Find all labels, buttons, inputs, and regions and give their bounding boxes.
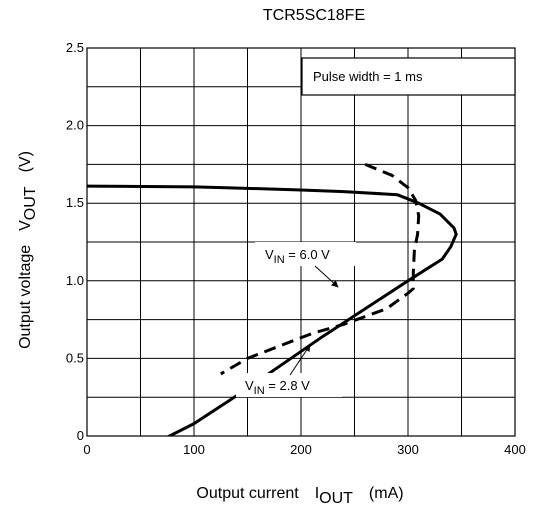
y-axis-label: Output voltage VOUT (V)	[17, 151, 39, 349]
plot-frame	[86, 47, 516, 437]
x-ticks: 0 100 200 300 400	[83, 442, 525, 457]
series-line-1	[220, 163, 421, 376]
chart-title: TCR5SC18FE	[263, 7, 365, 24]
x-axis-label: Output current IOUT (mA)	[196, 485, 403, 507]
svg-text:VIN = 2.8 V: VIN = 2.8 V	[245, 378, 310, 397]
series-line-0	[87, 184, 458, 436]
x-tick-label: 300	[397, 442, 419, 457]
series-label-6v-arrow	[314, 265, 339, 288]
y-tick-label: 0.5	[66, 350, 84, 365]
series-label-28v-sub: IN	[254, 385, 265, 397]
y-axis-label-sub: OUT	[22, 186, 39, 220]
series-label-28v-arrow	[289, 344, 311, 376]
y-tick-label: 2.0	[66, 118, 84, 133]
y-axis-label-symbol: V	[17, 220, 34, 231]
x-axis-label-unit: (mA)	[369, 485, 404, 502]
svg-text:VIN = 6.0 V: VIN = 6.0 V	[265, 247, 330, 266]
x-tick-label: 200	[290, 442, 312, 457]
y-axis-label-unit: (V)	[17, 151, 34, 172]
series-layer	[87, 163, 458, 436]
series-label-28v: VIN = 2.8 V	[236, 344, 342, 397]
series-label-6v-text: = 6.0 V	[285, 247, 330, 262]
y-ticks: 0 0.5 1.0 1.5 2.0 2.5	[66, 40, 84, 443]
x-axis-label-sub: OUT	[319, 490, 353, 507]
y-tick-label: 1.0	[66, 273, 84, 288]
x-tick-label: 100	[183, 442, 205, 457]
series-label-28v-symbol: V	[245, 378, 254, 393]
series-label-6v-sub: IN	[274, 254, 285, 266]
y-axis-label-prefix: Output voltage	[17, 245, 34, 349]
note-text: Pulse width = 1 ms	[313, 69, 423, 84]
y-tick-label: 1.5	[66, 195, 84, 210]
x-tick-label: 0	[83, 442, 90, 457]
note-box: Pulse width = 1 ms	[301, 57, 516, 96]
series-label-28v-text: = 2.8 V	[265, 378, 310, 393]
x-tick-label: 400	[504, 442, 526, 457]
y-tick-label: 2.5	[66, 40, 84, 55]
x-axis-label-prefix: Output current	[196, 485, 299, 502]
y-tick-label: 0	[77, 428, 84, 443]
series-label-6v-symbol: V	[265, 247, 274, 262]
series-label-6v: VIN = 6.0 V	[255, 242, 356, 288]
x-axis-label-symbol: I	[315, 485, 319, 502]
